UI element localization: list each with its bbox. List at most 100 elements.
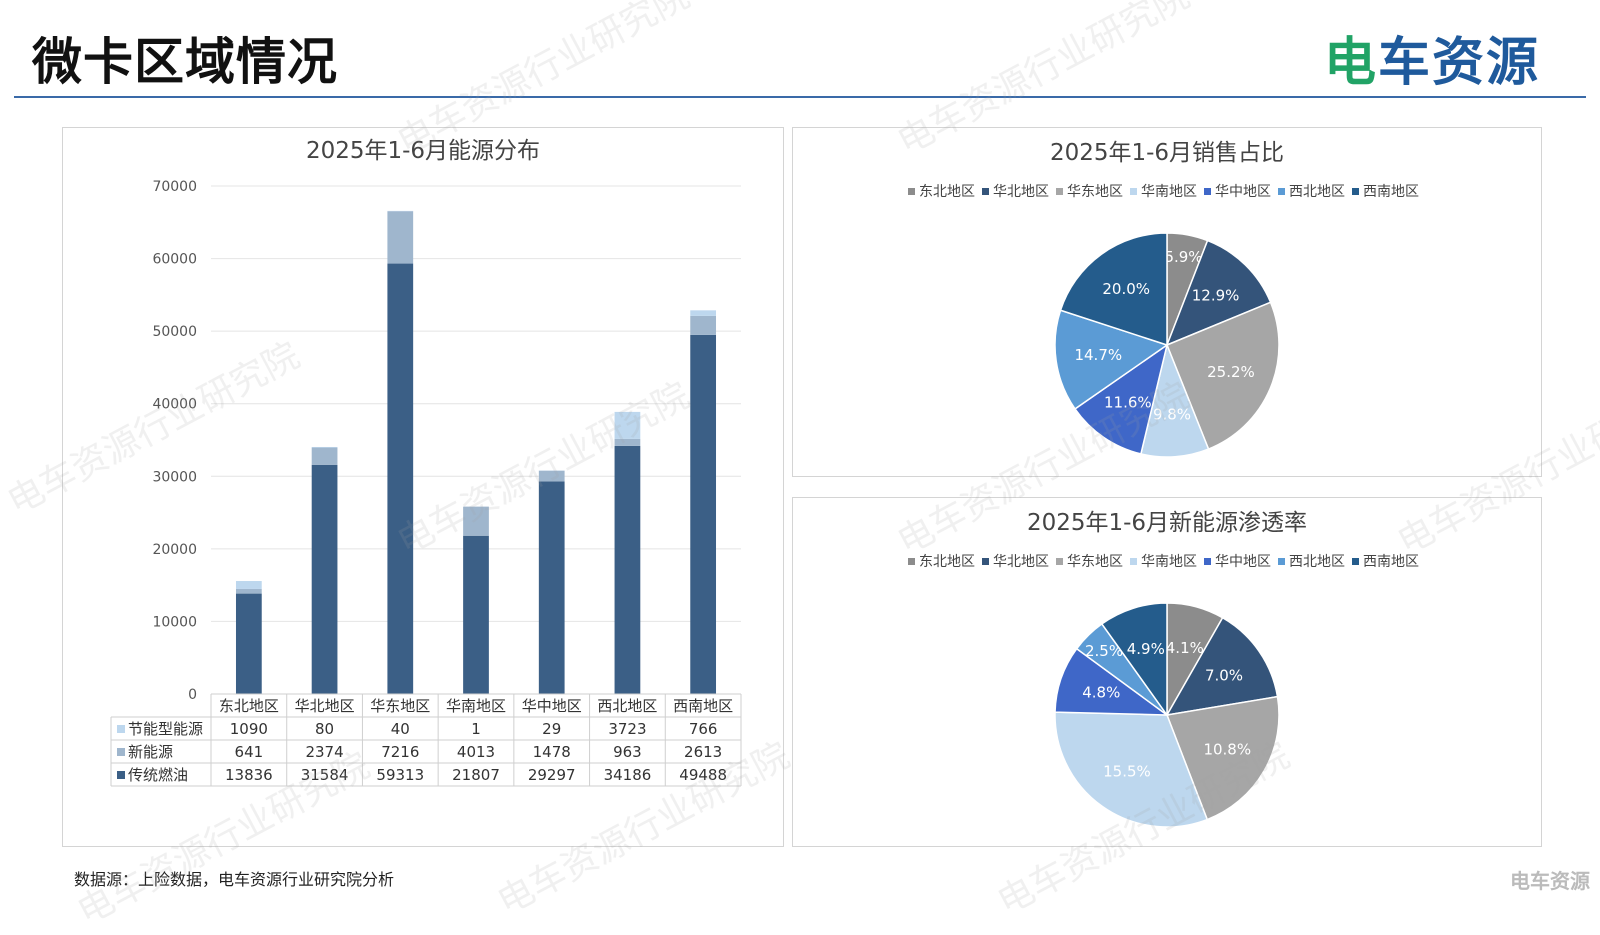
bar-segment xyxy=(690,316,716,335)
series-label: 节能型能源 xyxy=(128,720,203,738)
bar-segment xyxy=(539,471,565,482)
bar-segment xyxy=(615,439,641,446)
x-tick-label: 西北地区 xyxy=(597,697,657,715)
slice-label: 20.0% xyxy=(1102,280,1150,298)
slice-label: 4.1% xyxy=(1166,639,1204,657)
y-tick-label: 20000 xyxy=(152,542,197,558)
data-cell: 2613 xyxy=(684,743,722,761)
x-tick-label: 华东地区 xyxy=(370,697,430,715)
data-cell: 1 xyxy=(471,720,481,738)
y-tick-label: 60000 xyxy=(152,252,197,268)
brand-logo-text: 车资源 xyxy=(1378,33,1540,93)
energy-distribution-chart: 2025年1-6月能源分布010000200003000040000500006… xyxy=(63,128,783,846)
page-title: 微卡区域情况 xyxy=(32,22,338,94)
data-cell: 766 xyxy=(689,720,718,738)
nev-penetration-panel: 2025年1-6月新能源渗透率东北地区 华北地区 华东地区 华南地区 华中地区 西北地区 西… xyxy=(792,497,1542,847)
bar-segment xyxy=(236,589,262,594)
legend-swatch xyxy=(1352,188,1359,195)
legend-label: 东北地区 xyxy=(919,184,975,200)
legend-swatch xyxy=(117,725,125,733)
series-label: 传统燃油 xyxy=(128,766,188,784)
legend-swatch xyxy=(117,748,125,756)
slice-label: 15.5% xyxy=(1103,763,1151,781)
legend-label: 华北地区 xyxy=(993,554,1049,570)
legend-label: 华中地区 xyxy=(1215,554,1271,570)
legend-swatch xyxy=(1278,188,1285,195)
legend-label: 华东地区 xyxy=(1067,554,1123,570)
bar-segment xyxy=(236,581,262,589)
legend-swatch xyxy=(982,188,989,195)
x-tick-label: 华南地区 xyxy=(446,697,506,715)
slice-label: 11.6% xyxy=(1104,393,1152,411)
legend-swatch xyxy=(982,558,989,565)
brand-logo: 电车资源 xyxy=(1324,20,1540,95)
slice-label: 9.8% xyxy=(1153,405,1191,423)
series-label: 新能源 xyxy=(128,743,173,761)
legend-swatch xyxy=(1130,558,1137,565)
y-tick-label: 40000 xyxy=(152,397,197,413)
bar-segment xyxy=(312,465,338,694)
data-cell: 4013 xyxy=(457,743,495,761)
sales-share-panel: 2025年1-6月销售占比东北地区华北地区华东地区华南地区华中地区西北地区西南地… xyxy=(792,127,1542,477)
y-tick-label: 0 xyxy=(188,687,197,703)
legend-swatch xyxy=(1204,558,1211,565)
bar-segment xyxy=(236,594,262,694)
data-cell: 1090 xyxy=(230,720,268,738)
y-tick-label: 10000 xyxy=(152,614,197,630)
chart-title: 2025年1-6月销售占比 xyxy=(1050,140,1284,166)
slice-label: 10.8% xyxy=(1203,740,1251,758)
data-cell: 3723 xyxy=(608,720,646,738)
legend-swatch xyxy=(1056,558,1063,565)
legend-swatch xyxy=(1204,188,1211,195)
x-tick-label: 东北地区 xyxy=(219,697,279,715)
bar-segment xyxy=(463,507,489,536)
bar-segment xyxy=(387,211,413,263)
bar-segment xyxy=(690,310,716,316)
slice-label: 12.9% xyxy=(1192,286,1240,304)
data-cell: 13836 xyxy=(225,766,273,784)
bar-segment xyxy=(312,448,338,465)
legend-label: 西南地区 xyxy=(1363,554,1419,570)
y-tick-label: 70000 xyxy=(152,179,197,195)
slice-label: 4.8% xyxy=(1082,684,1120,702)
bar-segment xyxy=(615,412,641,439)
data-cell: 963 xyxy=(613,743,642,761)
data-cell: 80 xyxy=(315,720,334,738)
legend-label: 东北地区 xyxy=(919,554,975,570)
data-cell: 34186 xyxy=(604,766,652,784)
legend-label: 西北地区 xyxy=(1289,554,1345,570)
x-tick-label: 华北地区 xyxy=(295,697,355,715)
legend-swatch xyxy=(1352,558,1359,565)
legend-swatch xyxy=(908,558,915,565)
legend-label: 华中地区 xyxy=(1215,184,1271,200)
data-cell: 49488 xyxy=(679,766,727,784)
brand-logo-accent: 电 xyxy=(1324,33,1378,93)
legend-swatch xyxy=(1056,188,1063,195)
bar-segment xyxy=(312,447,338,448)
bar-segment xyxy=(690,335,716,694)
sales-share-chart: 2025年1-6月销售占比东北地区华北地区华东地区华南地区华中地区西北地区西南地… xyxy=(793,128,1541,476)
data-cell: 29297 xyxy=(528,766,576,784)
data-cell: 21807 xyxy=(452,766,500,784)
chart-title: 2025年1-6月能源分布 xyxy=(306,138,540,164)
slice-label: 25.2% xyxy=(1207,363,1255,381)
bar-segment xyxy=(615,446,641,694)
legend-label: 华南地区 xyxy=(1141,554,1197,570)
bar-segment xyxy=(387,264,413,694)
legend-swatch xyxy=(1278,558,1285,565)
data-cell: 7216 xyxy=(381,743,419,761)
data-cell: 40 xyxy=(391,720,410,738)
corner-logo: 电车资源 xyxy=(1510,865,1590,894)
x-tick-label: 华中地区 xyxy=(522,697,582,715)
slice-label: 14.7% xyxy=(1074,346,1122,364)
slice-label: 7.0% xyxy=(1205,666,1243,684)
legend-swatch xyxy=(908,188,915,195)
data-cell: 641 xyxy=(235,743,264,761)
chart-title: 2025年1-6月新能源渗透率 xyxy=(1027,510,1307,536)
title-divider xyxy=(14,96,1586,98)
legend-label: 华南地区 xyxy=(1141,184,1197,200)
legend-label: 华东地区 xyxy=(1067,184,1123,200)
data-cell: 31584 xyxy=(301,766,349,784)
